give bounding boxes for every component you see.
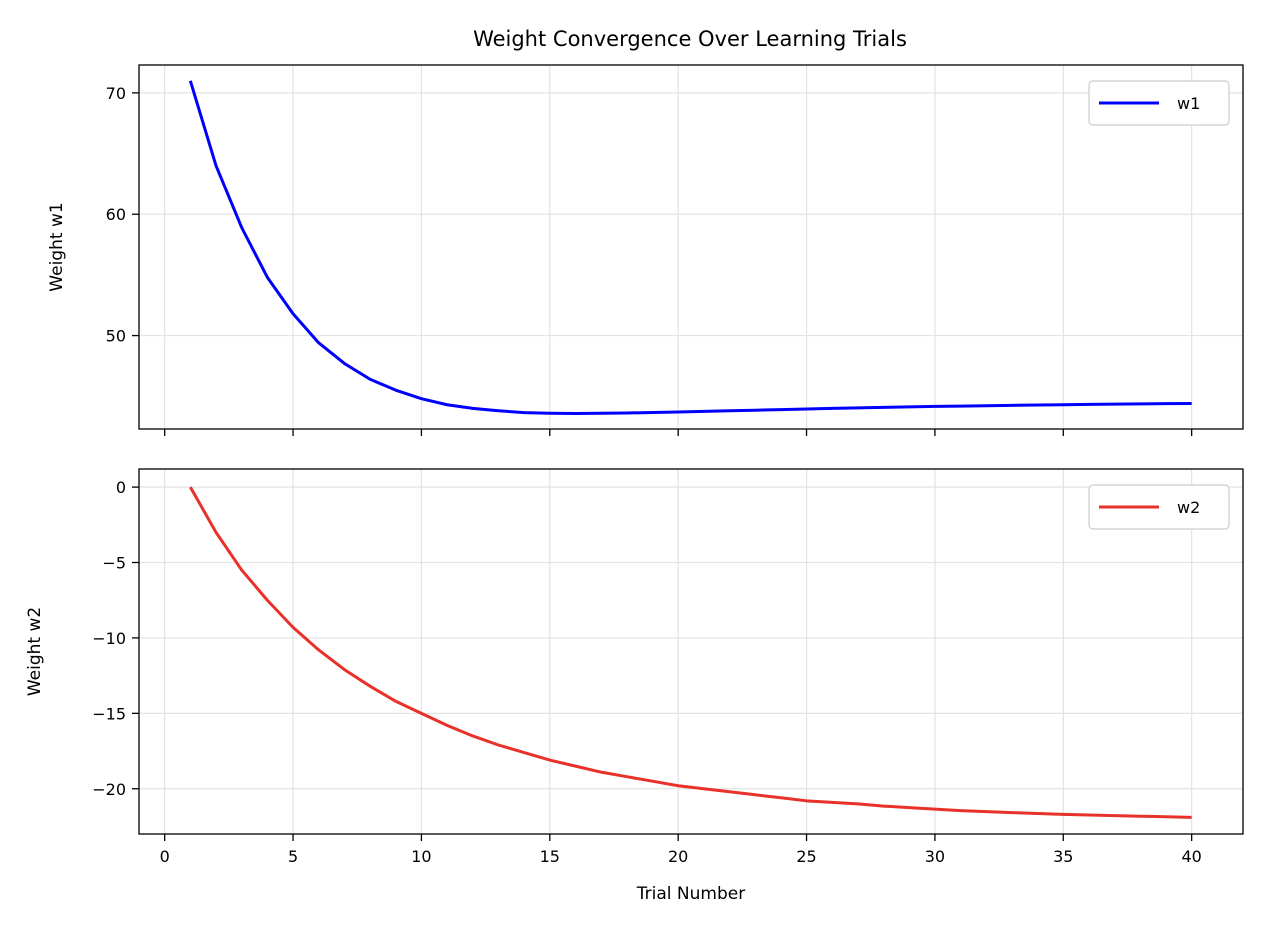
y-tick-label: −15 [92, 704, 126, 723]
x-tick-label: 20 [668, 847, 688, 866]
x-tick-label: 35 [1053, 847, 1073, 866]
x-tick-label: 0 [160, 847, 170, 866]
w2-panel: 0 5 10 15 20 25 30 35 40 0 −5 −10 −15 −20 Weight w2 T… [25, 468, 1244, 904]
w1-legend-label: w1 [1177, 94, 1200, 113]
w1-axes-frame [138, 64, 1244, 430]
y-tick-label: 70 [106, 84, 126, 103]
w2-y-axis-label: Weight w2 [25, 607, 45, 696]
w2-legend-label: w2 [1177, 498, 1200, 517]
chart-title: Weight Convergence Over Learning Trials [473, 27, 907, 51]
x-tick-label: 5 [288, 847, 298, 866]
w2-legend: w2 [1088, 484, 1230, 530]
y-tick-label: 60 [106, 205, 126, 224]
x-tick-label: 25 [796, 847, 816, 866]
w1-gridlines [139, 65, 1243, 429]
w2-series-line [189, 486, 1192, 819]
w2-ticks: 0 5 10 15 20 25 30 35 40 0 −5 −10 −15 −20 [92, 478, 1202, 866]
w1-y-axis-label: Weight w1 [47, 202, 67, 291]
x-tick-label: 10 [411, 847, 431, 866]
y-tick-label: −10 [92, 629, 126, 648]
w1-ticks: 50 60 70 [106, 84, 1193, 436]
w1-legend: w1 [1088, 80, 1230, 126]
y-tick-label: 50 [106, 327, 126, 346]
y-tick-label: −20 [92, 780, 126, 799]
x-axis-label: Trial Number [636, 884, 745, 904]
x-tick-label: 15 [540, 847, 560, 866]
w1-panel: 50 60 70 Weight w1 w1 [47, 64, 1244, 436]
y-tick-label: −5 [102, 554, 126, 573]
w1-series-line [188, 80, 1192, 415]
w2-axes-frame [138, 468, 1244, 835]
y-tick-label: 0 [116, 478, 126, 497]
x-tick-label: 40 [1181, 847, 1201, 866]
x-tick-label: 30 [925, 847, 945, 866]
